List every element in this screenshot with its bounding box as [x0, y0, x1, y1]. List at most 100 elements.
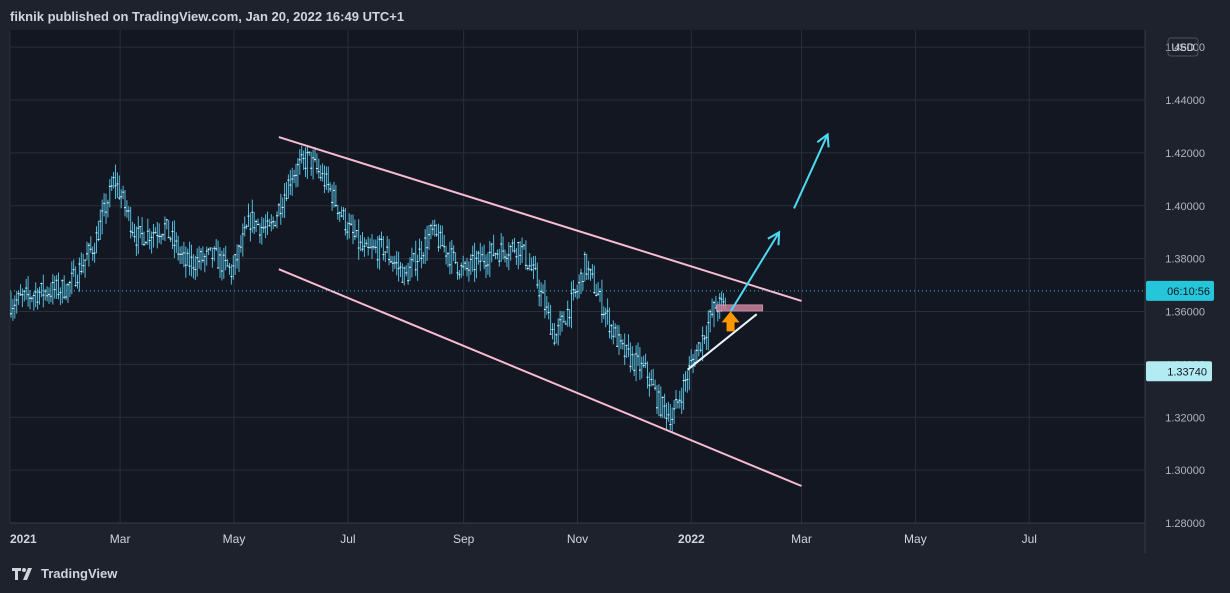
candle [352, 214, 354, 245]
candle [234, 253, 237, 275]
chart-area[interactable]: 1.46000 1.44000 1.42000 1.40000 1.38000 1.360… [0, 30, 1230, 555]
candle [205, 246, 208, 266]
candle [124, 189, 126, 217]
candle [346, 221, 349, 240]
candle [78, 257, 81, 292]
candle [418, 238, 421, 262]
candle [688, 356, 691, 391]
candle [125, 200, 128, 218]
candle [314, 147, 316, 163]
candle [274, 220, 277, 227]
candle [612, 320, 615, 345]
candle [439, 225, 442, 249]
candle [705, 325, 708, 350]
candle [198, 246, 201, 269]
candle [483, 244, 486, 270]
candle [602, 306, 605, 320]
candle [454, 252, 457, 265]
candle [17, 290, 20, 305]
candle [542, 284, 544, 294]
candle [684, 371, 687, 392]
price-chart[interactable]: 1.46000 1.44000 1.42000 1.40000 1.38000 1.360… [0, 30, 1230, 555]
candle [44, 289, 47, 301]
candle [194, 255, 197, 281]
footer-brand: TradingView [41, 566, 118, 581]
candle [407, 262, 410, 285]
candle [559, 310, 562, 336]
candle [177, 235, 180, 261]
x-tick-label: Mar [110, 532, 131, 546]
candle [500, 233, 503, 262]
candle [251, 199, 254, 233]
candle [361, 231, 364, 252]
candle [169, 236, 172, 243]
candle [38, 286, 41, 305]
candle [371, 233, 373, 259]
candle [519, 241, 522, 265]
candle [13, 295, 16, 319]
candle [357, 219, 360, 260]
candle [135, 226, 138, 256]
candle [429, 223, 432, 240]
candle [260, 216, 263, 245]
candle [380, 231, 383, 248]
x-tick-label: 2022 [678, 532, 705, 546]
candle [181, 245, 183, 264]
candle [568, 309, 571, 327]
candle [112, 172, 115, 189]
candle [393, 255, 396, 269]
candle [695, 344, 698, 364]
x-tick-label: Nov [567, 532, 588, 546]
candle [635, 345, 638, 382]
candle [137, 216, 140, 255]
candle [228, 262, 231, 275]
candle [403, 266, 406, 286]
candle [420, 240, 423, 269]
candle [466, 257, 468, 277]
candle [386, 236, 389, 254]
candle [502, 236, 505, 260]
marked-price-label-bg [1146, 361, 1212, 382]
candle [219, 247, 221, 278]
candle [424, 229, 427, 265]
candle [285, 181, 288, 202]
candle [659, 386, 662, 418]
candle [475, 250, 478, 279]
candle [72, 259, 75, 277]
candle [182, 241, 185, 268]
candle [604, 307, 607, 328]
candle [633, 353, 636, 376]
candle [348, 213, 351, 239]
candle [589, 268, 592, 281]
candle [553, 322, 556, 346]
candle [523, 244, 525, 250]
projection-arrow [793, 134, 829, 209]
candle [243, 216, 246, 237]
candle [597, 281, 600, 296]
candle [448, 241, 451, 275]
candle [709, 309, 712, 333]
candle [524, 240, 527, 270]
candle [277, 203, 280, 217]
candle [175, 232, 178, 253]
x-tick-label: Jul [340, 532, 355, 546]
candle [521, 237, 524, 264]
candle [595, 283, 598, 297]
candle [549, 304, 552, 335]
candle [665, 402, 668, 430]
candle [293, 169, 296, 184]
candle [606, 298, 609, 325]
candle [686, 370, 689, 393]
candle [262, 218, 265, 234]
candle [215, 239, 218, 252]
candle [561, 311, 563, 332]
candle [652, 368, 655, 386]
candle [555, 333, 558, 344]
candle [428, 225, 430, 250]
candle [116, 172, 119, 198]
candle [391, 256, 394, 272]
countdown-label: 06:10:56 [1167, 286, 1210, 298]
candle [325, 166, 328, 190]
candle [247, 203, 250, 228]
candle [264, 214, 267, 239]
